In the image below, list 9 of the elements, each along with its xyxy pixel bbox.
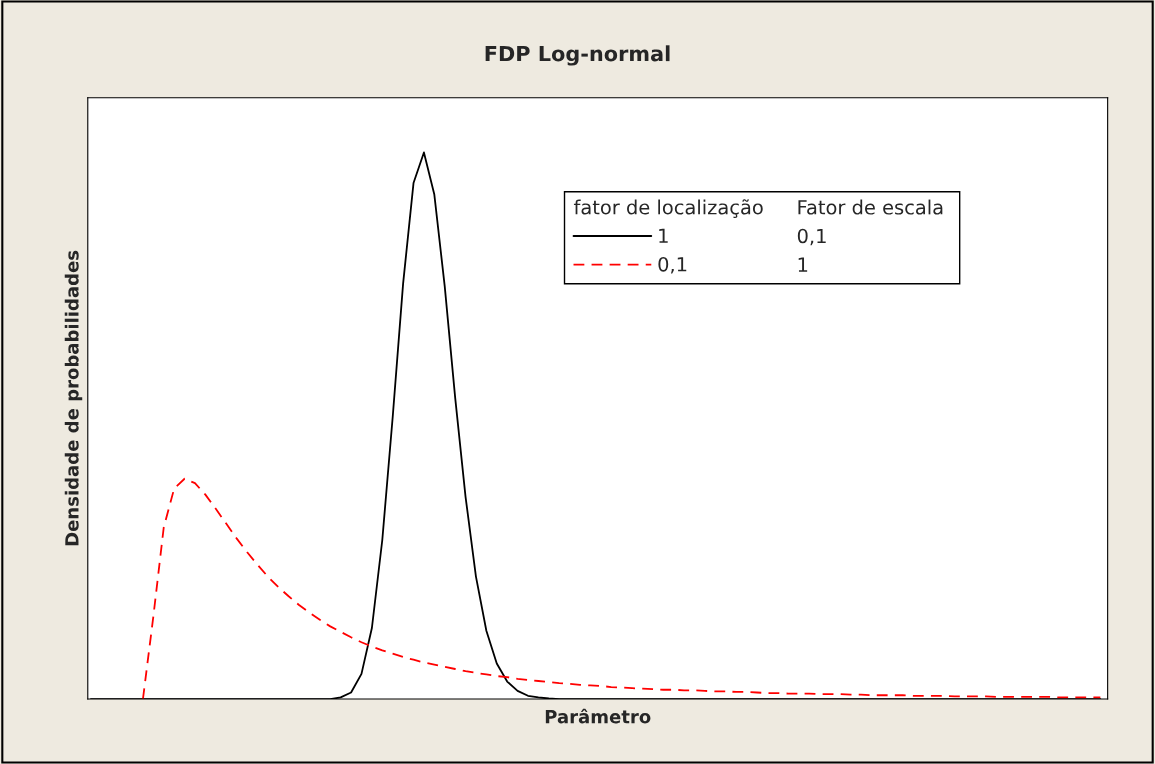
legend-label: 0,1 (658, 256, 687, 274)
annotation: Fator de escala (798, 199, 943, 215)
legend-title: fator de localização (573, 199, 763, 219)
annotation: 0,1 (797, 228, 826, 246)
legend-label: 1 (659, 228, 668, 243)
y-axis-title: Densidade de probabilidades (64, 250, 83, 546)
annotation: 1 (798, 257, 808, 272)
chart-title: FDP Log-normal (485, 45, 670, 66)
x-axis-title: Parâmetro (545, 708, 651, 724)
